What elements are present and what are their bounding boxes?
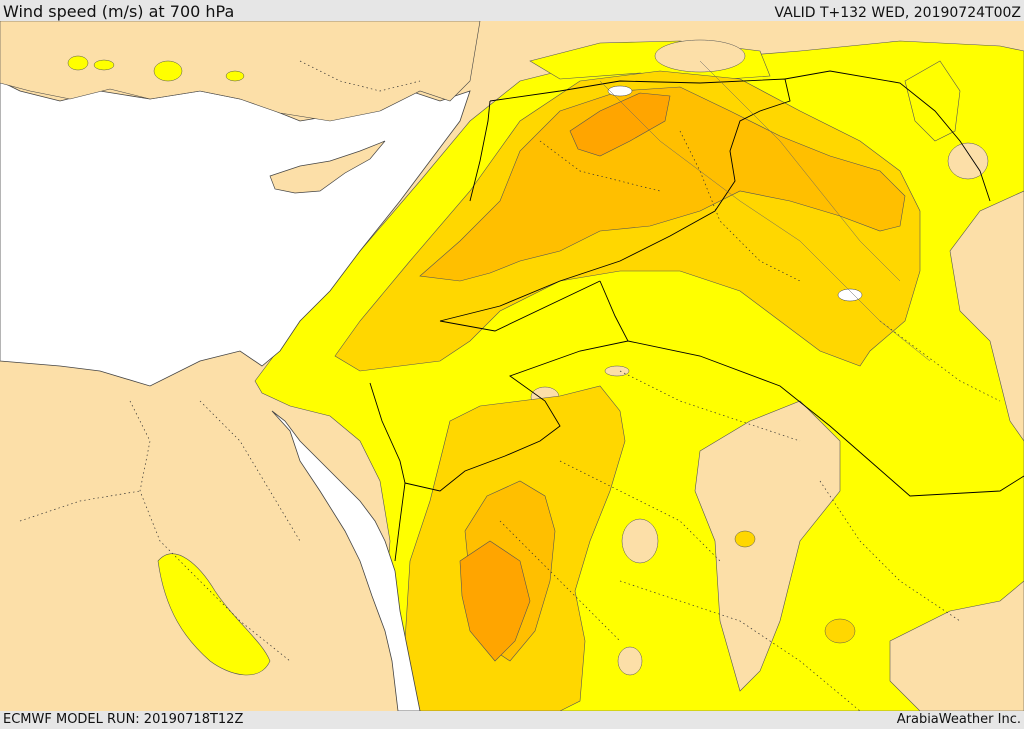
map-title: Wind speed (m/s) at 700 hPa [3,2,235,21]
credit-label: ArabiaWeather Inc. [896,712,1021,727]
model-run-label: ECMWF MODEL RUN: 20190718T12Z [3,712,244,727]
valid-time: VALID T+132 WED, 20190724T00Z [774,5,1021,21]
header-bar: Wind speed (m/s) at 700 hPa VALID T+132 … [0,0,1024,22]
lake-assad [607,85,633,97]
wind-band-1-libya [157,553,271,676]
calm-patch-small-e [654,39,746,73]
calm-patch-small-f [947,142,989,180]
country-borders [369,70,1024,562]
aegean-islet-a [67,55,89,71]
wind-band-4-north [569,92,671,157]
wind-band-2-small [824,618,856,644]
calm-patch-small-a [621,518,659,564]
wind-speed-map [0,21,1024,711]
footer-bar: ECMWF MODEL RUN: 20190718T12Z ArabiaWeat… [0,711,1024,729]
calm-patch-southeast [889,580,1024,711]
cyprus-island [269,140,386,194]
red-sea [271,410,421,711]
internal-borders [19,60,1001,711]
lake-tharthar [837,288,863,302]
rivers [599,60,931,362]
wind-band-4-south [459,540,531,662]
wind-band-3-north [419,86,906,282]
wind-band-1-eastspot [904,60,961,142]
aegean-islet-b [153,60,183,82]
calm-patch-small-d [617,646,643,676]
aegean-islet-d [93,59,115,71]
aegean-islet-c [225,70,245,82]
wind-band-2-small-b [734,530,756,548]
calm-patch-east [949,190,1024,442]
anatolia-coast [0,21,481,122]
calm-patch-small-c [604,365,630,377]
calm-patch-south-central [694,400,841,692]
